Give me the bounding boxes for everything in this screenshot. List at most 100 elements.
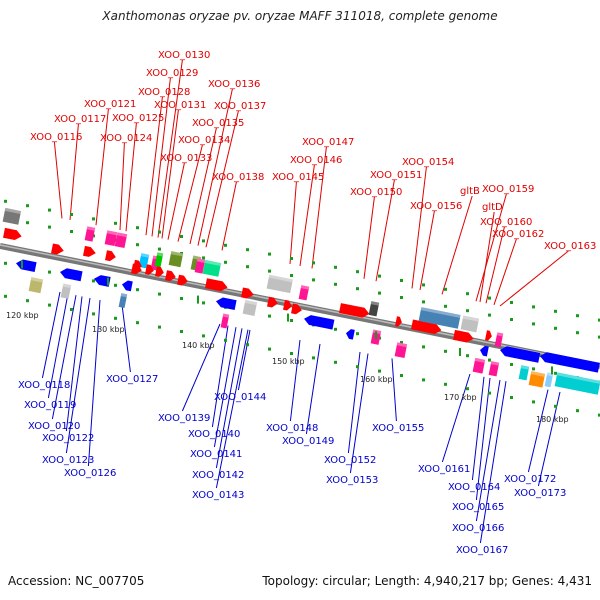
forward-gene [485, 330, 492, 341]
leader-line-bottom [349, 353, 369, 474]
forward-gene [83, 245, 96, 257]
gene-label-top: XOO_0135 [192, 118, 244, 129]
track-dot [268, 347, 271, 351]
gene-box [138, 253, 150, 269]
gene-label-top: XOO_0146 [290, 155, 342, 166]
leader-line-top [419, 210, 435, 291]
gene-label-top: XOO_0129 [146, 68, 198, 79]
gene-label-bottom: XOO_0144 [214, 392, 266, 403]
leader-line-top [475, 193, 507, 302]
leader-line-top [479, 211, 495, 303]
gene-box [220, 313, 230, 329]
leader-line-bottom [305, 343, 321, 435]
track-dot [400, 279, 403, 282]
leader-line-bottom [65, 297, 91, 454]
gene-label-bottom: XOO_0140 [188, 429, 240, 440]
track-dot [268, 269, 271, 273]
track-dot [114, 316, 117, 320]
track-dot [466, 354, 469, 358]
gene-label-top: XOO_0136 [208, 79, 260, 90]
scale-tick-label: 120 kbp [6, 311, 39, 320]
gene-label-bottom: XOO_0119 [24, 400, 76, 411]
forward-gene [177, 274, 188, 286]
track-dot [4, 199, 7, 203]
accession-text: Accession: NC_007705 [8, 574, 145, 588]
track-dot [4, 294, 7, 298]
forward-gene [291, 303, 302, 315]
forward-gene [3, 227, 22, 241]
track-dot [158, 247, 161, 251]
track-dot [488, 358, 491, 362]
gene-label-bottom: XOO_0123 [42, 455, 94, 466]
leader-line-top [485, 226, 505, 304]
track-dot [554, 371, 557, 375]
leader-line-bottom [215, 329, 249, 489]
reverse-gene [122, 280, 133, 292]
track-dot [158, 230, 161, 234]
forward-gene [283, 299, 292, 311]
leader-line-bottom [527, 389, 549, 473]
scale-tick-label: 160 kbp [360, 375, 393, 384]
track-dot [510, 396, 513, 399]
track-dot [246, 343, 249, 347]
leader-line-top [375, 179, 395, 282]
track-dot [180, 330, 183, 333]
track-dot [26, 221, 29, 225]
reverse-gene [304, 315, 335, 330]
forward-gene [453, 329, 474, 343]
track-dot [466, 387, 469, 391]
track-dot [48, 208, 51, 212]
gene-box [194, 258, 206, 274]
track-dot [290, 257, 293, 260]
leader-line-bottom [87, 299, 101, 467]
track-dot [92, 312, 95, 316]
leader-line-bottom [181, 323, 221, 412]
track-dot [356, 365, 359, 369]
track-dot [488, 391, 491, 395]
gene-label-top: XOO_0147 [302, 137, 354, 148]
gene-box [104, 230, 118, 247]
gene-label-bottom: XOO_0122 [42, 433, 94, 444]
track-dot [334, 360, 337, 364]
gene-label-top: gltD [482, 202, 503, 213]
track-dot [136, 288, 139, 292]
track-dot [466, 309, 469, 313]
track-dot [598, 318, 600, 322]
track-dot [598, 413, 600, 417]
gene-label-top: gltB [460, 186, 480, 197]
track-dot [158, 325, 161, 329]
track-dot [356, 287, 359, 291]
track-dot [554, 309, 557, 313]
track-dot [400, 296, 403, 299]
leader-line-bottom [441, 373, 471, 463]
track-dot [48, 270, 51, 274]
track-dot [70, 230, 73, 233]
leader-line-bottom [475, 379, 501, 522]
track-dot [576, 314, 579, 318]
leader-line-bottom [479, 381, 507, 544]
forward-gene [133, 259, 142, 271]
leader-line-top [411, 166, 427, 289]
gene-label-bottom: XOO_0164 [448, 482, 500, 493]
gene-label-bottom: XOO_0172 [504, 474, 556, 485]
track-dot [488, 313, 491, 317]
gene-label-top: XOO_0117 [54, 114, 106, 125]
track-dot [246, 248, 249, 252]
track-dot [312, 356, 315, 360]
gene-label-top: XOO_0116 [30, 132, 82, 143]
gene-label-bottom: XOO_0149 [282, 436, 334, 447]
track-dot [202, 301, 205, 305]
track-dot [488, 296, 491, 300]
gene-label-top: XOO_0151 [370, 170, 422, 181]
gene-label-bottom: XOO_0152 [324, 455, 376, 466]
gene-box [114, 232, 128, 249]
reverse-gene [16, 259, 37, 273]
forward-gene [395, 316, 402, 327]
forward-gene [267, 296, 278, 308]
leader-line-top [363, 196, 375, 279]
leader-line-top [53, 141, 63, 219]
leader-line-top [161, 109, 179, 239]
gene-label-bottom: XOO_0118 [18, 380, 70, 391]
scale-tick-label: 170 kbp [444, 393, 477, 402]
gene-label-bottom: XOO_0165 [452, 502, 504, 513]
